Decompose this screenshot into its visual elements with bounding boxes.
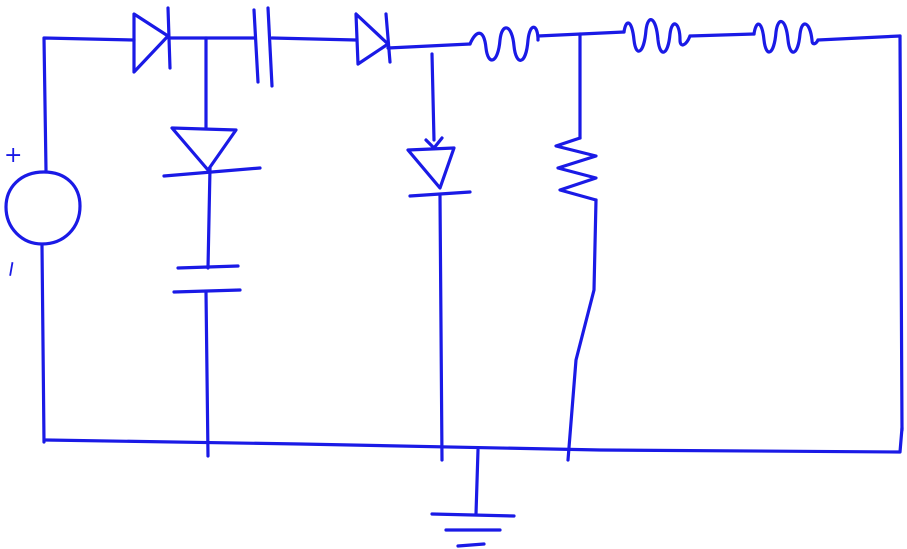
resistor-r3-zigzag [752, 20, 820, 54]
ground-line-1 [430, 512, 516, 518]
ground-symbol [430, 512, 516, 548]
resistor-r3 [752, 20, 820, 54]
diode-d2 [354, 12, 392, 66]
diode-d2-triangle [354, 12, 390, 66]
resistor-r2-zigzag [622, 18, 692, 54]
voltage-source: + − [0, 143, 82, 280]
capacitor-c2-plate-b [172, 288, 242, 294]
bottom-rail [44, 426, 904, 454]
ground-line-3 [456, 542, 486, 548]
left-lower-wire [40, 244, 46, 444]
resistor-r4 [554, 136, 598, 202]
right-rail [898, 34, 904, 432]
circuit-ink: + − [0, 6, 904, 548]
top-wire-r2-r3 [688, 32, 756, 38]
diode-d1-triangle [132, 12, 170, 74]
capacitor-c1 [252, 6, 274, 88]
top-wire-d2-r1 [386, 42, 472, 50]
branch1-bottom-wire [204, 290, 210, 458]
diode-d4 [406, 136, 472, 198]
diode-d3-triangle [170, 126, 238, 172]
resistor-r1 [468, 25, 540, 62]
capacitor-c2 [172, 264, 242, 294]
diode-d1-bar [166, 6, 172, 70]
branch2-top-wire [430, 52, 436, 142]
diode-d3-bar [162, 166, 262, 178]
diode-d4-bar [408, 190, 472, 198]
minus-sign: − [0, 258, 26, 280]
branch3-bottom-wire [566, 198, 598, 462]
branch1-mid-wire [206, 166, 212, 270]
diode-d1 [132, 6, 172, 74]
diode-d2-bar [384, 12, 392, 64]
wires [40, 30, 904, 516]
diode-d3 [162, 126, 262, 178]
voltage-source-circle [4, 170, 82, 246]
capacitor-c1-plate-a [252, 8, 260, 84]
resistor-r2 [622, 18, 692, 54]
top-wire-c1-d2 [270, 36, 358, 42]
resistor-r4-zigzag [554, 136, 598, 202]
capacitor-c2-plate-a [176, 264, 240, 270]
plus-sign: + [4, 143, 22, 168]
diode-d4-triangle [406, 146, 456, 190]
branch2-bottom-wire [438, 194, 444, 462]
left-upper-wire [42, 36, 136, 172]
top-wire-r3-right [816, 34, 902, 42]
resistor-r1-zigzag [468, 25, 540, 62]
diode-d4-lead-arrow [424, 136, 444, 150]
ground-stem [474, 448, 480, 516]
capacitor-c1-plate-b [266, 6, 274, 88]
